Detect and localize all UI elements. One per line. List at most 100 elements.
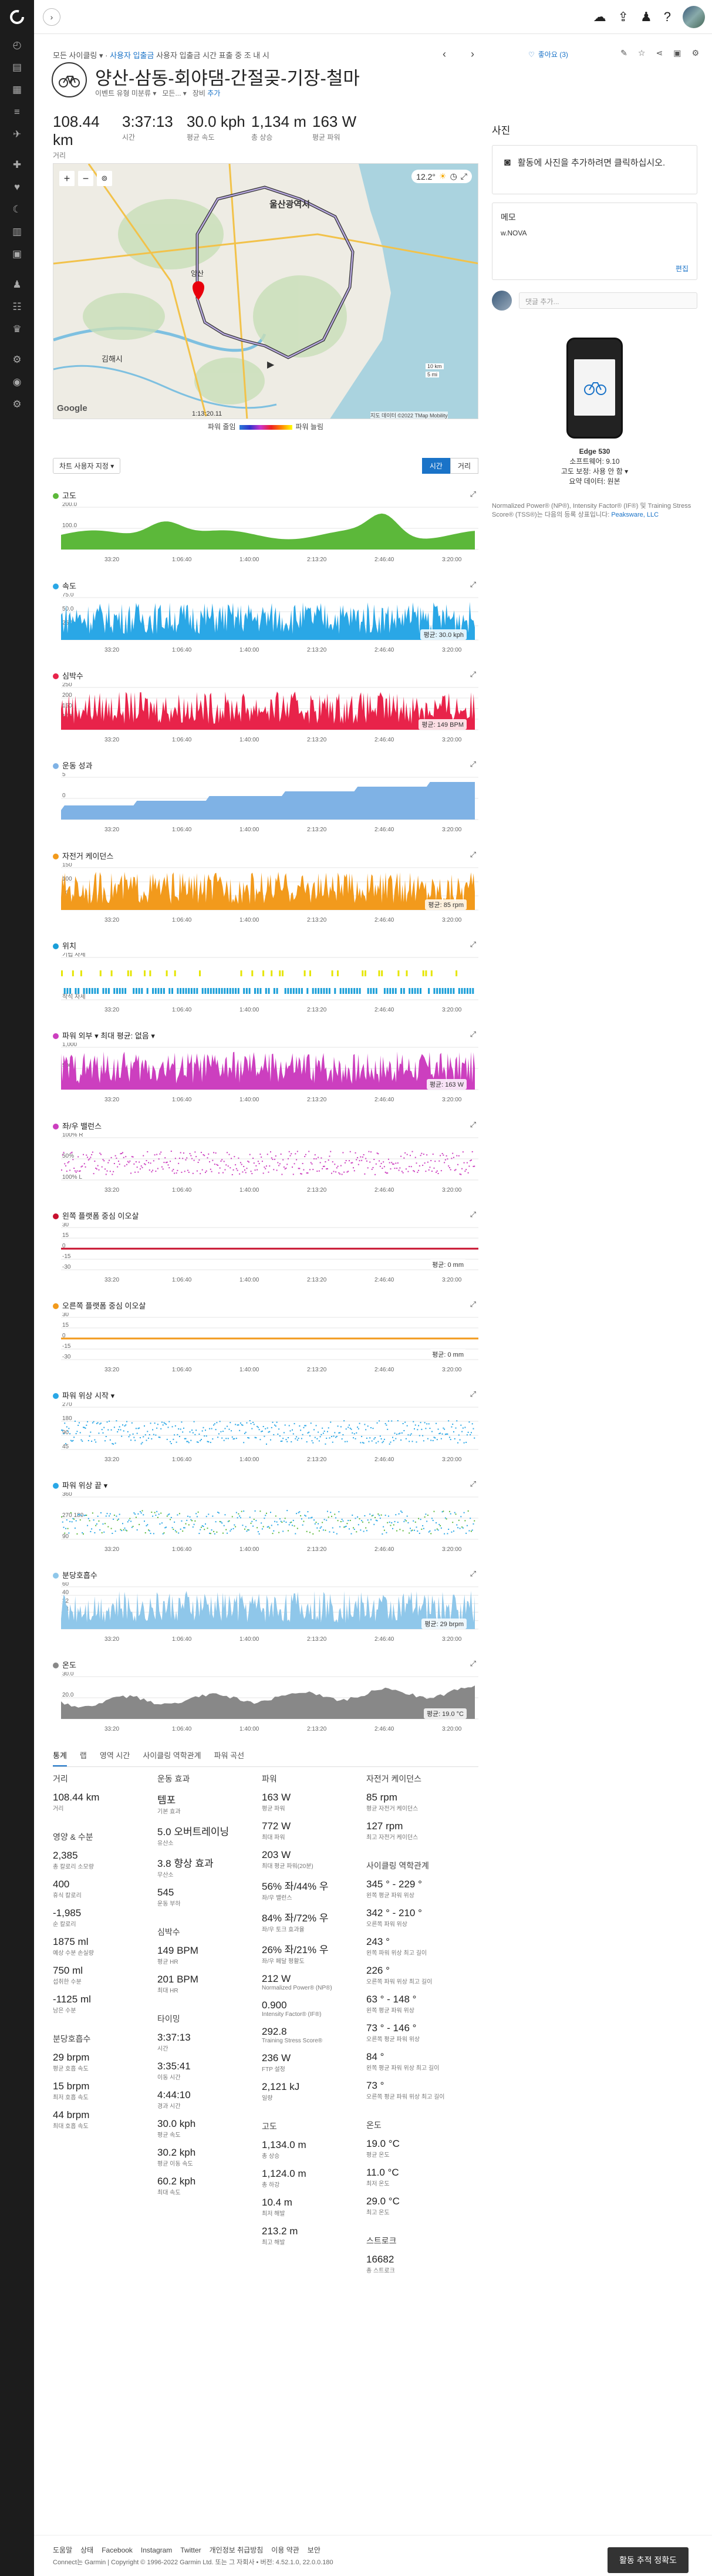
zoom-in-button[interactable]: + bbox=[59, 171, 75, 186]
chart-title[interactable]: 좌/우 밸런스 bbox=[62, 1122, 102, 1131]
elevation-correction[interactable]: 고도 보정: 사용 안 함 ▾ bbox=[561, 467, 629, 476]
upload-icon[interactable]: ⇪ bbox=[617, 9, 629, 24]
chart-title[interactable]: 위치 bbox=[62, 942, 76, 950]
notifications-icon[interactable]: ♟ bbox=[640, 9, 652, 24]
insights-icon[interactable]: ▣ bbox=[12, 248, 22, 259]
tab-0[interactable]: 통계 bbox=[53, 1745, 67, 1766]
edit-icon[interactable]: ✎ bbox=[620, 48, 627, 58]
workout-icon[interactable]: ✚ bbox=[12, 159, 22, 170]
expand-chart-icon[interactable]: ⤢ bbox=[470, 1659, 476, 1668]
devices-icon[interactable]: ◉ bbox=[12, 376, 22, 387]
like-button[interactable]: ♡ 좋아요 (3) bbox=[528, 50, 568, 59]
breadcrumb-root[interactable]: 모든 사이클링 bbox=[53, 51, 97, 60]
chart-title[interactable]: 파워 외부 ▾ 최대 평균: 없음 ▾ bbox=[62, 1031, 155, 1040]
x-axis-time-toggle[interactable]: 시간 bbox=[421, 458, 450, 474]
badges-icon[interactable]: ♛ bbox=[12, 323, 22, 335]
chart-plot[interactable]: 15010050033:201:06:401:40:002:13:202:46:… bbox=[53, 863, 478, 928]
clock-icon[interactable]: ◷ bbox=[450, 171, 457, 181]
chart-plot[interactable]: 50-533:201:06:401:40:002:13:202:46:403:2… bbox=[53, 773, 478, 837]
prev-activity-icon[interactable]: ‹ bbox=[443, 48, 446, 60]
expand-chart-icon[interactable]: ⤢ bbox=[470, 1030, 476, 1039]
next-activity-icon[interactable]: › bbox=[471, 48, 474, 60]
breadcrumb-link[interactable]: 사용자 입출금 bbox=[110, 51, 154, 60]
connections-icon[interactable]: ♟ bbox=[12, 279, 22, 290]
chart-title[interactable]: 운동 성과 bbox=[62, 761, 93, 770]
expand-chart-icon[interactable]: ⤢ bbox=[470, 1210, 476, 1219]
chart-plot[interactable]: 2502001501005033:201:06:401:40:002:13:20… bbox=[53, 683, 478, 747]
activity-accuracy-button[interactable]: 활동 추적 정확도 bbox=[608, 2547, 689, 2573]
groups-icon[interactable]: ☷ bbox=[12, 301, 22, 312]
lock-icon[interactable]: ▣ bbox=[673, 48, 681, 58]
expand-chart-icon[interactable]: ⤢ bbox=[470, 1390, 476, 1398]
peaksware-link[interactable]: Peaksware, LLC bbox=[611, 511, 659, 518]
calendar-icon[interactable]: ▦ bbox=[12, 84, 22, 95]
training-icon[interactable]: ✈ bbox=[12, 129, 22, 140]
settings-icon[interactable]: ⚙ bbox=[12, 399, 22, 410]
reports-icon[interactable]: ≡ bbox=[14, 106, 20, 117]
layers-icon[interactable]: ⊚ bbox=[97, 171, 112, 186]
zoom-out-button[interactable]: − bbox=[78, 171, 93, 186]
footer-link[interactable]: 보안 bbox=[307, 2546, 320, 2554]
expand-chart-icon[interactable]: ⤢ bbox=[470, 760, 476, 768]
footer-link[interactable]: 이용 약관 bbox=[271, 2546, 299, 2554]
share-icon[interactable]: ⋖ bbox=[656, 48, 663, 58]
sleep-icon[interactable]: ☾ bbox=[12, 204, 22, 215]
route-map[interactable]: + − ⊚ 12.2° ☀ ◷ ⤢ 울산광역시 양산 김해시 ▶ Google … bbox=[53, 163, 478, 419]
footer-link[interactable]: 개인정보 취급방침 bbox=[209, 2546, 264, 2554]
chart-title[interactable]: 심박수 bbox=[62, 672, 83, 680]
event-type-select[interactable]: 이벤트 유형 미분류 ▾ bbox=[95, 89, 157, 97]
activities-icon[interactable]: ▤ bbox=[12, 62, 22, 73]
avatar[interactable] bbox=[683, 6, 705, 28]
chart-plot[interactable]: 75.050.025.00.033:201:06:401:40:002:13:2… bbox=[53, 593, 478, 658]
expand-chart-icon[interactable]: ⤢ bbox=[470, 580, 476, 589]
expand-sidebar-button[interactable]: › bbox=[43, 8, 60, 26]
stats-icon[interactable]: ▥ bbox=[12, 226, 22, 237]
settings-gear-icon[interactable]: ⚙ bbox=[691, 48, 699, 58]
tab-1[interactable]: 랩 bbox=[79, 1751, 87, 1760]
chart-plot[interactable]: 100% R50%100% L33:20 1:06:40 1:40:00 2:13:2… bbox=[53, 1133, 478, 1198]
footer-link[interactable]: Instagram bbox=[140, 2546, 173, 2554]
memo-edit-link[interactable]: 편집 bbox=[675, 265, 689, 273]
dashboard-icon[interactable]: ◴ bbox=[12, 39, 22, 50]
fullscreen-icon[interactable]: ⤢ bbox=[460, 171, 467, 181]
chart-title[interactable]: 온도 bbox=[62, 1661, 76, 1670]
chart-plot[interactable]: 1,000500033:201:06:401:40:002:13:202:46:… bbox=[53, 1043, 478, 1107]
star-icon[interactable]: ☆ bbox=[637, 48, 646, 58]
add-photo-button[interactable]: ◙ 활동에 사진을 추가하려면 클릭하십시오. bbox=[492, 145, 697, 194]
customize-charts-select[interactable]: 차트 사용자 지정 ▾ bbox=[53, 458, 121, 474]
help-icon[interactable]: ? bbox=[663, 9, 671, 24]
footer-link[interactable]: 상태 bbox=[80, 2546, 94, 2554]
expand-chart-icon[interactable]: ⤢ bbox=[470, 1120, 476, 1129]
chart-title[interactable]: 파워 위상 시작 ▾ bbox=[62, 1391, 115, 1400]
privacy-select[interactable]: 모든... ▾ bbox=[162, 89, 187, 97]
comment-input[interactable]: 댓글 추가... bbox=[519, 292, 697, 309]
footer-link[interactable]: Twitter bbox=[180, 2546, 201, 2554]
expand-chart-icon[interactable]: ⤢ bbox=[470, 1479, 476, 1488]
sync-icon[interactable]: ☁ bbox=[593, 9, 606, 24]
chart-title[interactable]: 왼쪽 플랫폼 중심 이오살 bbox=[62, 1212, 139, 1220]
play-button[interactable]: ▶ bbox=[267, 360, 275, 370]
expand-chart-icon[interactable]: ⤢ bbox=[470, 1569, 476, 1578]
chart-plot[interactable]: 200.0100.00.033:201:06:401:40:002:13:202… bbox=[53, 503, 478, 567]
chart-title[interactable]: 파워 위상 끝 ▾ bbox=[62, 1481, 108, 1490]
chart-title[interactable]: 고도 bbox=[62, 491, 76, 500]
expand-chart-icon[interactable]: ⤢ bbox=[470, 490, 476, 498]
tab-4[interactable]: 파워 곡선 bbox=[214, 1751, 245, 1760]
tab-3[interactable]: 사이클링 역학관계 bbox=[143, 1751, 201, 1760]
x-axis-distance-toggle[interactable]: 거리 bbox=[450, 458, 478, 474]
chart-plot[interactable]: 30.020.010.033:201:06:401:40:002:13:202:… bbox=[53, 1672, 478, 1737]
health-icon[interactable]: ♥ bbox=[14, 181, 21, 193]
chart-title[interactable]: 분당호흡수 bbox=[62, 1571, 97, 1580]
expand-chart-icon[interactable]: ⤢ bbox=[470, 1300, 476, 1309]
add-gear-link[interactable]: 추가 bbox=[207, 89, 221, 97]
expand-chart-icon[interactable]: ⤢ bbox=[470, 850, 476, 859]
expand-chart-icon[interactable]: ⤢ bbox=[470, 940, 476, 949]
footer-link[interactable]: Facebook bbox=[102, 2546, 133, 2554]
tab-2[interactable]: 영역 시간 bbox=[99, 1751, 130, 1760]
chart-plot[interactable]: 6040322416833:201:06:401:40:002:13:202:4… bbox=[53, 1582, 478, 1647]
chart-title[interactable]: 자전거 케이던스 bbox=[62, 852, 114, 861]
chart-title[interactable]: 속도 bbox=[62, 582, 76, 591]
